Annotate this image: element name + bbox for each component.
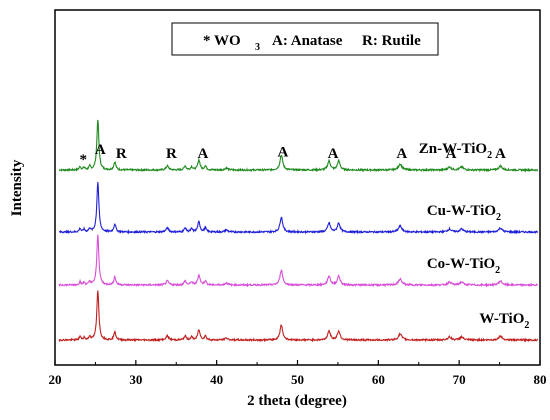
series-label-1: Cu-W-TiO2 bbox=[427, 203, 501, 223]
x-axis: 20 30 40 50 60 70 80 bbox=[49, 360, 547, 387]
series-line-0 bbox=[58, 119, 539, 173]
peak-annotation-3: R bbox=[166, 146, 177, 162]
legend-anatase: A: Anatase bbox=[272, 33, 343, 49]
peak-annotation-4: A bbox=[198, 146, 209, 162]
series-label-2: Co-W-TiO2 bbox=[427, 256, 500, 276]
y-axis-title: Intensity bbox=[9, 159, 25, 216]
legend-wo3-subscript: 3 bbox=[255, 42, 260, 53]
peak-annotation-0: * bbox=[80, 152, 88, 168]
peak-annotation-2: R bbox=[116, 146, 127, 162]
series-layer: Zn-W-TiO2 Cu-W-TiO2 Co-W-TiO2 W-TiO2 bbox=[58, 119, 539, 343]
plot-frame bbox=[54, 9, 541, 366]
peak-annotations: *A R R A A A A A A bbox=[80, 142, 506, 168]
legend-box: * WO 3 A: Anatase R: Rutile bbox=[171, 22, 439, 56]
peak-annotation-1: A bbox=[95, 142, 106, 158]
legend-frame bbox=[171, 22, 439, 56]
legend-rutile: R: Rutile bbox=[362, 33, 421, 49]
peak-annotation-7: A bbox=[396, 146, 407, 162]
x-tick-label-0: 20 bbox=[49, 372, 62, 387]
peak-annotation-5: A bbox=[278, 144, 289, 160]
series-label-0: Zn-W-TiO2 bbox=[419, 141, 492, 161]
legend-wo3: * WO bbox=[203, 33, 241, 49]
x-tick-label-2: 40 bbox=[210, 372, 223, 387]
x-tick-label-3: 50 bbox=[291, 372, 304, 387]
x-tick-label-5: 70 bbox=[453, 372, 466, 387]
series-line-3 bbox=[58, 290, 539, 343]
peak-annotation-6: A bbox=[328, 146, 339, 162]
peak-annotation-8: A bbox=[446, 146, 457, 162]
x-tick-label-1: 30 bbox=[129, 372, 142, 387]
series-label-3: W-TiO2 bbox=[479, 311, 529, 331]
series-line-2 bbox=[58, 234, 539, 288]
series-line-1 bbox=[58, 182, 539, 235]
x-tick-label-4: 60 bbox=[372, 372, 385, 387]
x-tick-label-6: 80 bbox=[534, 372, 547, 387]
peak-annotation-9: A bbox=[495, 146, 506, 162]
x-axis-title: 2 theta (degree) bbox=[247, 393, 347, 409]
